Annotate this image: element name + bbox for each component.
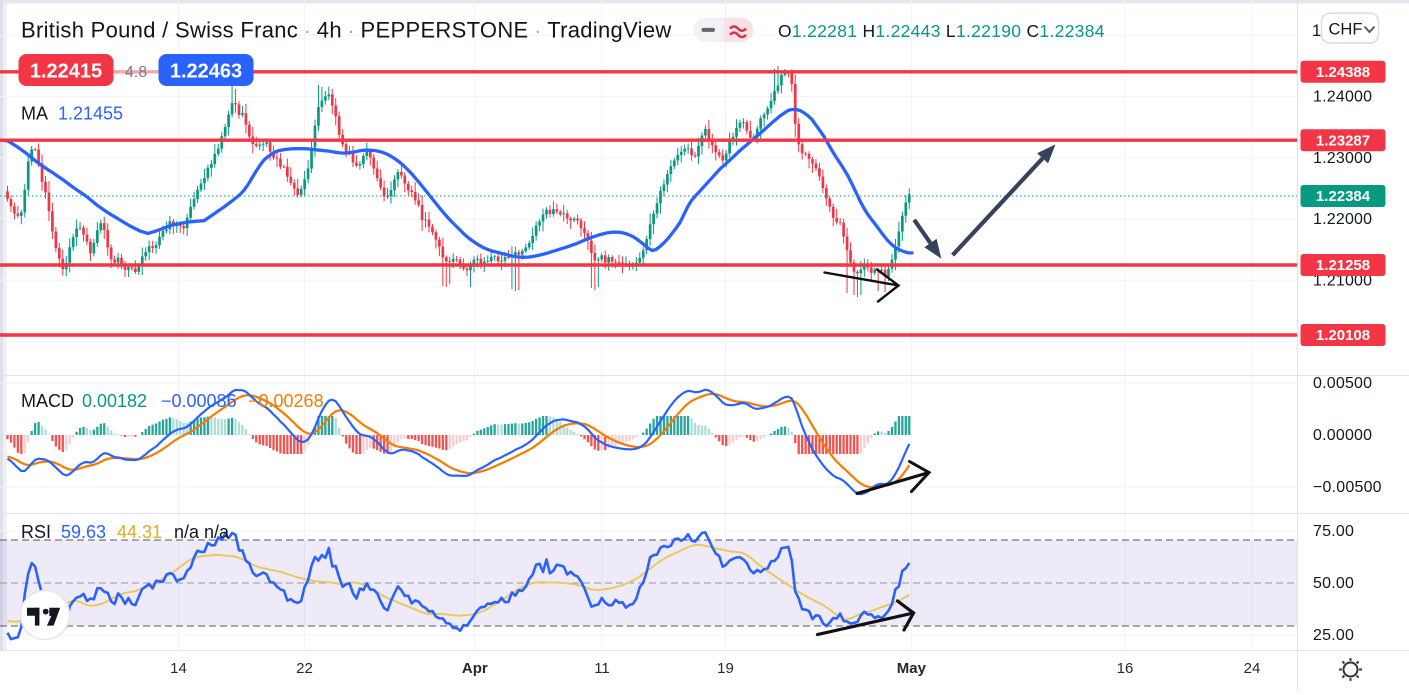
svg-text:19: 19: [717, 660, 734, 677]
svg-text:24: 24: [1244, 660, 1261, 677]
svg-text:44.31: 44.31: [117, 522, 162, 542]
svg-text:−0.00086: −0.00086: [161, 391, 237, 411]
svg-text:British Pound / Swiss Franc ·: British Pound / Swiss Franc · 4h · PEPPE…: [21, 17, 672, 42]
svg-text:16: 16: [1117, 660, 1134, 677]
svg-text:Apr: Apr: [462, 660, 488, 677]
svg-text:MA: MA: [21, 104, 48, 124]
svg-text:n/a n/a: n/a n/a: [174, 522, 230, 542]
svg-text:75.00: 75.00: [1313, 523, 1354, 540]
svg-text:1.24000: 1.24000: [1313, 89, 1372, 106]
svg-text:1.21455: 1.21455: [58, 104, 123, 124]
svg-text:1.20108: 1.20108: [1316, 327, 1370, 344]
svg-text:25.00: 25.00: [1313, 627, 1354, 644]
svg-text:0.00500: 0.00500: [1313, 375, 1372, 392]
svg-text:1.22415: 1.22415: [30, 61, 102, 83]
svg-text:50.00: 50.00: [1313, 575, 1354, 592]
svg-text:1.24388: 1.24388: [1316, 64, 1370, 81]
svg-text:59.63: 59.63: [61, 522, 106, 542]
svg-text:1.23287: 1.23287: [1316, 132, 1370, 149]
svg-text:22: 22: [296, 660, 313, 677]
svg-text:0.00182: 0.00182: [82, 391, 147, 411]
svg-text:RSI: RSI: [21, 522, 51, 542]
svg-text:1.21258: 1.21258: [1316, 257, 1370, 274]
svg-text:11: 11: [594, 660, 610, 677]
svg-text:1.23000: 1.23000: [1313, 150, 1372, 167]
svg-text:O1.22281 H1.22443 L1.22190: O1.22281 H1.22443 L1.22190 C1.22384: [778, 21, 1105, 41]
svg-text:1.22384: 1.22384: [1316, 188, 1371, 205]
svg-text:1.21000: 1.21000: [1313, 273, 1372, 290]
svg-text:0.00000: 0.00000: [1313, 427, 1372, 444]
svg-text:−0.00268: −0.00268: [248, 391, 324, 411]
svg-text:4.8: 4.8: [125, 64, 147, 81]
svg-text:May: May: [897, 660, 927, 677]
svg-text:−0.00500: −0.00500: [1313, 479, 1382, 496]
svg-text:1.22000: 1.22000: [1313, 211, 1372, 228]
svg-text:CHF: CHF: [1329, 21, 1363, 39]
svg-text:14: 14: [170, 660, 187, 677]
svg-text:1: 1: [1312, 22, 1321, 40]
svg-text:1.22463: 1.22463: [170, 61, 242, 83]
svg-text:MACD: MACD: [21, 391, 74, 411]
